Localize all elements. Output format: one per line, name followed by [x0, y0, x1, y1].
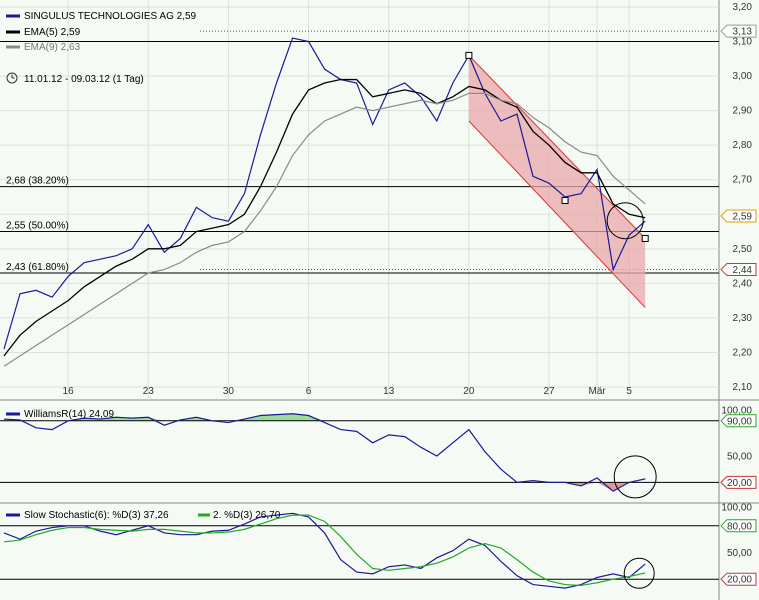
x-tick-label: Mär	[588, 386, 606, 397]
stochastic-panel: 100,00 80,00 50,00 20,00 Slow Stochastic(6)…	[0, 503, 757, 589]
date-range: 11.01.12 - 09.03.12 (1 Tag)	[24, 74, 144, 85]
y-tick-label: 2,40	[733, 278, 753, 289]
price-tag-high-shape	[720, 24, 757, 38]
series-line-singulus-technologies-ag	[3, 37, 646, 350]
x-tick-label: 20	[463, 386, 475, 397]
legend-stoch2: 2. %D(3) 26,70	[213, 510, 281, 521]
y-tick-label: 2,90	[733, 106, 753, 117]
level-label: 2,55 (50.00%)	[6, 221, 69, 232]
stochastic-y-tick-label: 100,00	[721, 503, 752, 514]
x-tick-label: 30	[223, 386, 235, 397]
series-line-williamsr	[3, 413, 646, 492]
stochastic-y-tick-label: 20,00	[727, 575, 752, 586]
williams-highlight-circle	[613, 455, 657, 499]
williams-levels	[0, 420, 719, 483]
price-legend: SINGULUS TECHNOLOGIES AG 2,59 EMA(5) 2,5…	[6, 11, 197, 85]
oversold-fill	[597, 482, 614, 492]
level-label: 2,43 (61.80%)	[6, 262, 69, 273]
stochastic-y-tick-label: 50,00	[727, 548, 752, 559]
price-tag-last-shape	[720, 209, 757, 223]
stochastic-y-axis: 100,00 80,00 50,00 20,00	[720, 503, 757, 586]
y-tick-label: 3,20	[733, 2, 753, 13]
legend-price: SINGULUS TECHNOLOGIES AG 2,59	[24, 11, 197, 22]
williams-level-tag	[720, 475, 757, 489]
trend-anchor-point	[561, 196, 569, 204]
legend-ema5: EMA(5) 2,59	[24, 27, 81, 38]
williams-legend: WilliamsR(14) 24,09	[6, 409, 114, 420]
clock-icon	[6, 72, 18, 84]
trend-anchor-point	[641, 234, 649, 242]
highlight-circle	[606, 202, 644, 240]
williams-y-tick-label: 50,00	[727, 452, 752, 463]
x-tick-label: 6	[306, 386, 312, 397]
stochastic-series-lines	[3, 512, 646, 589]
stochastic-annotations	[623, 557, 655, 589]
x-tick-label: 23	[143, 386, 155, 397]
price-tag-low-text: 2,44	[733, 265, 753, 276]
series-line-ema-9-	[3, 92, 646, 367]
level-label: 2,68 (38.20%)	[6, 176, 69, 187]
series-line-stoch-1	[3, 514, 646, 587]
price-series-lines	[3, 37, 646, 367]
y-tick-label: 3,00	[733, 71, 753, 82]
stochastic-legend: Slow Stochastic(6): %D(3) 37,26 2. %D(3)…	[6, 510, 281, 521]
stochastic-level-tag	[720, 519, 757, 533]
price-tag-last-text: 2,59	[733, 212, 753, 223]
price-tag-low: 2,44	[720, 263, 757, 277]
overbought-fill	[276, 413, 293, 421]
y-tick-label: 2,50	[733, 244, 753, 255]
williams-y-tick-label: 100,00	[721, 406, 752, 417]
williams-y-tick-label: 20,00	[727, 478, 752, 489]
y-tick-label: 2,20	[733, 347, 753, 358]
y-tick-label: 2,30	[733, 313, 753, 324]
price-value-tags: 3,13 2,59 2,44	[720, 24, 757, 277]
williams-fills	[4, 413, 630, 492]
williams-series-lines	[3, 413, 646, 492]
price-x-axis: 16 23 30 6 13 20 27 Mär 5	[63, 386, 633, 397]
trend-channel	[468, 55, 646, 308]
y-tick-label: 2,80	[733, 140, 753, 151]
williams-y-tick-label: 90,00	[727, 416, 752, 427]
price-tag-low-shape	[720, 263, 757, 277]
legend-ema9: EMA(9) 2,63	[24, 42, 81, 53]
williams-level-tag	[720, 414, 757, 428]
trend-channel-fill	[468, 55, 646, 308]
y-tick-label: 3,10	[733, 37, 753, 48]
price-annotations	[465, 51, 649, 242]
stochastic-level-tag	[720, 572, 757, 586]
y-tick-label: 2,10	[733, 382, 753, 393]
price-tag-high-text: 3,13	[733, 27, 753, 38]
trend-anchor-point	[465, 51, 473, 59]
series-line-stoch-0	[3, 512, 646, 589]
legend-stoch: Slow Stochastic(6): %D(3) 37,26	[24, 510, 169, 521]
x-tick-label: 27	[543, 386, 555, 397]
x-tick-label: 5	[626, 386, 632, 397]
trend-channel-upper	[468, 55, 646, 239]
y-tick-label: 2,70	[733, 175, 753, 186]
series-line-ema-5-	[3, 78, 646, 357]
overbought-fill	[260, 414, 277, 421]
stochastic-highlight-circle	[623, 557, 655, 589]
price-tag-high: 3,13	[720, 24, 757, 38]
x-tick-label: 13	[383, 386, 395, 397]
trend-channel-lower	[468, 120, 646, 308]
price-tag-last: 2,59	[720, 209, 757, 223]
stochastic-y-tick-label: 80,00	[727, 521, 752, 532]
williams-annotations	[613, 455, 657, 499]
x-tick-label: 16	[63, 386, 75, 397]
legend-williams: WilliamsR(14) 24,09	[24, 409, 114, 420]
stochastic-levels	[0, 525, 719, 580]
